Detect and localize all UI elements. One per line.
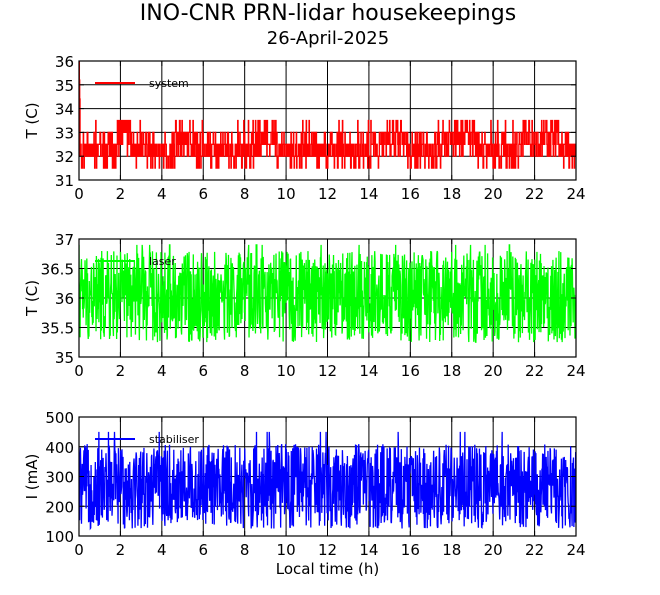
x-tick-label: 12: [318, 541, 337, 559]
x-tick-label: 22: [525, 185, 544, 203]
x-tick-label: 14: [359, 185, 378, 203]
x-tick-label: 20: [484, 362, 503, 380]
y-tick-label: 36.5: [41, 261, 74, 279]
figure-subtitle: 26-April-2025: [267, 28, 389, 49]
x-tick-label: 10: [277, 541, 296, 559]
x-tick-label: 4: [157, 362, 167, 380]
y-tick-label: 35: [55, 77, 74, 95]
y-tick-label: 200: [45, 498, 74, 516]
x-tick-label: 20: [484, 185, 503, 203]
y-tick-label: 500: [45, 409, 74, 427]
x-tick-label: 0: [74, 185, 84, 203]
x-tick-label: 6: [198, 541, 208, 559]
x-tick-label: 24: [566, 541, 585, 559]
x-tick-label: 20: [484, 541, 503, 559]
x-tick-label: 18: [442, 362, 461, 380]
legend-label-stabiliser: stabiliser: [149, 433, 199, 446]
y-tick-label: 100: [45, 528, 74, 546]
y-axis-label: T (C): [23, 102, 41, 139]
x-tick-label: 16: [401, 362, 420, 380]
y-tick-label: 31: [55, 172, 74, 190]
x-tick-label: 24: [566, 362, 585, 380]
x-tick-label: 0: [74, 541, 84, 559]
x-tick-label: 18: [442, 185, 461, 203]
x-tick-label: 2: [116, 185, 126, 203]
series-stabiliser: [79, 431, 576, 531]
x-tick-label: 4: [157, 541, 167, 559]
x-tick-label: 12: [318, 362, 337, 380]
y-axis-label: I (mA): [23, 454, 41, 500]
x-tick-label: 12: [318, 185, 337, 203]
y-axis-label: T (C): [23, 280, 41, 317]
x-tick-label: 2: [116, 362, 126, 380]
x-axis-label: Local time (h): [276, 560, 380, 578]
series-laser: [79, 244, 576, 343]
y-tick-label: 400: [45, 439, 74, 457]
y-tick-label: 300: [45, 469, 74, 487]
x-tick-label: 16: [401, 541, 420, 559]
x-tick-label: 16: [401, 185, 420, 203]
figure-title: INO-CNR PRN-lidar housekeepings: [140, 1, 516, 26]
x-tick-label: 4: [157, 185, 167, 203]
x-tick-label: 2: [116, 541, 126, 559]
y-tick-label: 35: [55, 349, 74, 367]
y-tick-label: 35.5: [41, 320, 74, 338]
x-tick-label: 14: [359, 362, 378, 380]
x-tick-label: 6: [198, 362, 208, 380]
x-tick-label: 8: [240, 362, 250, 380]
y-tick-label: 37: [55, 231, 74, 249]
series-system: [79, 61, 576, 169]
legend-label-laser: laser: [149, 255, 176, 268]
y-tick-label: 32: [55, 148, 74, 166]
x-tick-label: 22: [525, 362, 544, 380]
y-tick-label: 34: [55, 101, 74, 119]
x-tick-label: 18: [442, 541, 461, 559]
x-tick-label: 8: [240, 541, 250, 559]
y-tick-label: 36: [55, 290, 74, 308]
y-tick-label: 36: [55, 53, 74, 71]
x-tick-label: 6: [198, 185, 208, 203]
x-tick-label: 22: [525, 541, 544, 559]
x-tick-label: 10: [277, 362, 296, 380]
y-tick-label: 33: [55, 124, 74, 142]
x-tick-label: 14: [359, 541, 378, 559]
x-tick-label: 24: [566, 185, 585, 203]
x-tick-label: 8: [240, 185, 250, 203]
x-tick-label: 0: [74, 362, 84, 380]
legend-label-system: system: [149, 77, 189, 90]
x-tick-label: 10: [277, 185, 296, 203]
